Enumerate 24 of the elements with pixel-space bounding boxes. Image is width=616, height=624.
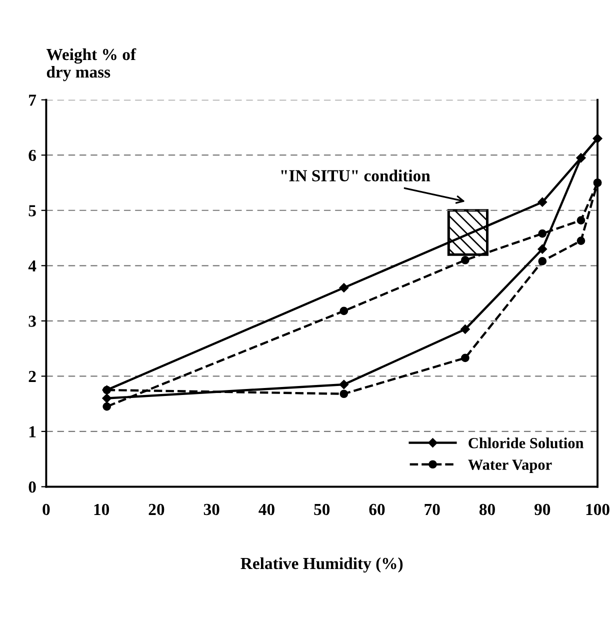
x-tick-label: 50 [314,504,330,516]
annotation: "IN SITU" condition [281,170,430,182]
x-tick-label: 100 [586,504,610,516]
y-tick-label: 4 [28,260,36,272]
x-tick-label: 60 [369,504,385,516]
x-tick-label: 30 [204,504,220,516]
legend-label: Chloride Solution [468,438,584,448]
x-tick-label: 20 [148,504,164,516]
y-axis-title: Weight % of dry mass [46,48,136,82]
y-tick-label: 6 [28,150,36,162]
y-tick-label: 5 [28,205,36,216]
x-axis-title: Relative Humidity (%) [240,557,403,573]
x-tick-label: 0 [42,504,50,516]
y-tick-label: 7 [29,94,36,106]
x-tick-label: 70 [424,504,440,516]
x-tick-label: 90 [534,504,550,516]
y-tick-label: 0 [28,481,36,493]
x-tick-label: 80 [479,504,495,516]
x-tick-label: 10 [94,504,110,516]
legend-label: Water Vapor [468,460,552,473]
y-tick-label: 1 [29,426,36,438]
y-tick-label: 2 [28,370,36,382]
y-tick-label: 3 [28,316,36,327]
x-tick-label: 40 [258,504,274,516]
